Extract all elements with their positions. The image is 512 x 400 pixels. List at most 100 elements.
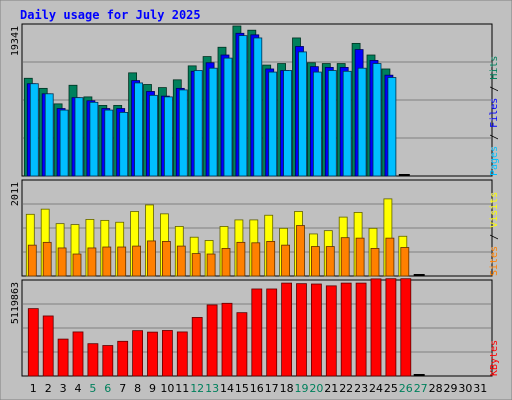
visits-sites-bar — [206, 253, 216, 277]
kbytes-kbytes-bar — [251, 288, 263, 377]
visits-sites-bar — [281, 244, 291, 277]
day-label: 20 — [309, 382, 323, 395]
hits-pages-bar — [342, 70, 352, 177]
day-label: 15 — [235, 382, 249, 395]
kbytes-kbytes-bar — [266, 288, 278, 377]
day-label: 23 — [354, 382, 368, 395]
visits-sites-bar — [370, 248, 380, 277]
visits-sites-bar — [236, 241, 246, 277]
kbytes-kbytes-bar — [355, 282, 367, 377]
visits-sites-bar — [27, 244, 37, 277]
day-label: 21 — [324, 382, 338, 395]
visits-sites-bar — [385, 237, 395, 277]
day-label: 29 — [444, 382, 458, 395]
day-label: 2 — [45, 382, 52, 395]
visits-side-label-visits: Visits — [489, 192, 500, 228]
hits-pages-bar — [149, 94, 158, 177]
kbytes-kbytes-bar — [281, 282, 293, 377]
day-label: 16 — [250, 382, 264, 395]
day-label: 24 — [369, 382, 383, 395]
hits-pages-bar — [387, 77, 397, 177]
visits-sites-bar — [251, 242, 261, 277]
visits-sites-bar — [340, 237, 350, 277]
kbytes-kbytes-bar — [161, 330, 173, 377]
hits-pages-bar — [163, 96, 173, 177]
visits-sites-bar — [42, 241, 52, 277]
kbytes-kbytes-bar — [206, 304, 218, 377]
day-label: 12 — [190, 382, 204, 395]
hits-pages-bar — [253, 37, 263, 177]
day-label: 27 — [414, 382, 428, 395]
visits-sites-bar — [161, 241, 171, 277]
hits-current-day-marker — [398, 174, 410, 176]
hits-pages-bar — [238, 35, 248, 177]
visits-sites-bar — [117, 246, 127, 277]
day-label: 30 — [458, 382, 472, 395]
hits-pages-bar — [283, 70, 293, 177]
day-label: 1 — [30, 382, 37, 395]
kbytes-kbytes-bar — [72, 331, 84, 377]
kbytes-kbytes-bar — [400, 278, 412, 377]
kbytes-kbytes-bar — [236, 312, 248, 377]
kbytes-kbytes-bar — [87, 343, 99, 377]
hits-panel: 19341 Pages / Files / Hits — [10, 23, 500, 177]
day-label: 17 — [265, 382, 279, 395]
hits-pages-bar — [29, 83, 39, 177]
kbytes-panel: 5119863 KBytes — [10, 278, 500, 377]
day-label: 4 — [75, 382, 82, 395]
hits-side-label-separator: / — [489, 80, 500, 98]
kbytes-kbytes-bar — [132, 330, 144, 377]
hits-pages-bar — [268, 71, 278, 177]
visits-sites-bar — [102, 246, 112, 277]
hits-pages-bar — [59, 109, 69, 177]
day-label: 13 — [205, 382, 219, 395]
day-label: 3 — [60, 382, 67, 395]
visits-sites-bar — [325, 246, 335, 277]
hits-pages-bar — [104, 109, 114, 177]
kbytes-kbytes-bar — [102, 345, 114, 377]
kbytes-current-day-marker — [413, 374, 425, 376]
visits-sites-bar — [296, 225, 305, 277]
day-label: 14 — [220, 382, 234, 395]
day-label: 25 — [384, 382, 398, 395]
visits-side-label: Sites / Visits — [489, 192, 500, 276]
kbytes-kbytes-bar — [147, 331, 158, 377]
kbytes-kbytes-bar — [27, 308, 39, 377]
day-label: 22 — [339, 382, 353, 395]
x-axis-day-labels: 1 2 3 4 5 6 7 8 9 10 11 12 13 14 15 16 17 18 19 20 21 22 23 24 2… — [30, 382, 487, 395]
hits-pages-bar — [208, 67, 218, 177]
visits-sites-bar — [221, 248, 231, 277]
hits-pages-bar — [178, 89, 188, 177]
hits-side-label: Pages / Files / Hits — [489, 56, 500, 176]
day-label: 28 — [429, 382, 443, 395]
visits-side-label-separator: / — [489, 228, 500, 246]
hits-side-label-pages: Pages — [489, 146, 500, 176]
visits-sites-bar — [266, 241, 276, 277]
visits-sites-bar — [132, 245, 142, 277]
visits-sites-bar — [176, 245, 186, 277]
hits-pages-bar — [327, 70, 337, 177]
visits-side-label-sites: Sites — [489, 246, 500, 276]
hits-pages-bar — [44, 93, 54, 177]
kbytes-kbytes-bar — [191, 317, 203, 377]
hits-pages-bar — [119, 112, 129, 177]
day-label: 26 — [399, 382, 413, 395]
hits-side-label-hits: Hits — [489, 56, 500, 80]
day-label: 19 — [295, 382, 309, 395]
day-label: 10 — [160, 382, 174, 395]
day-label: 5 — [89, 382, 96, 395]
hits-pages-bar — [74, 97, 84, 177]
day-label: 18 — [280, 382, 294, 395]
hits-pages-bar — [223, 57, 233, 177]
hits-pages-bar — [312, 71, 322, 177]
hits-pages-bar — [193, 70, 203, 177]
day-label: 31 — [473, 382, 487, 395]
hits-pages-bar — [89, 101, 99, 177]
kbytes-kbytes-bar — [221, 302, 233, 377]
kbytes-kbytes-bar — [176, 331, 188, 377]
day-label: 11 — [175, 382, 189, 395]
visits-panel: 2011 Sites / Visits — [10, 179, 500, 277]
visits-sites-bar — [87, 247, 97, 277]
kbytes-max-label: 5119863 — [10, 282, 21, 324]
